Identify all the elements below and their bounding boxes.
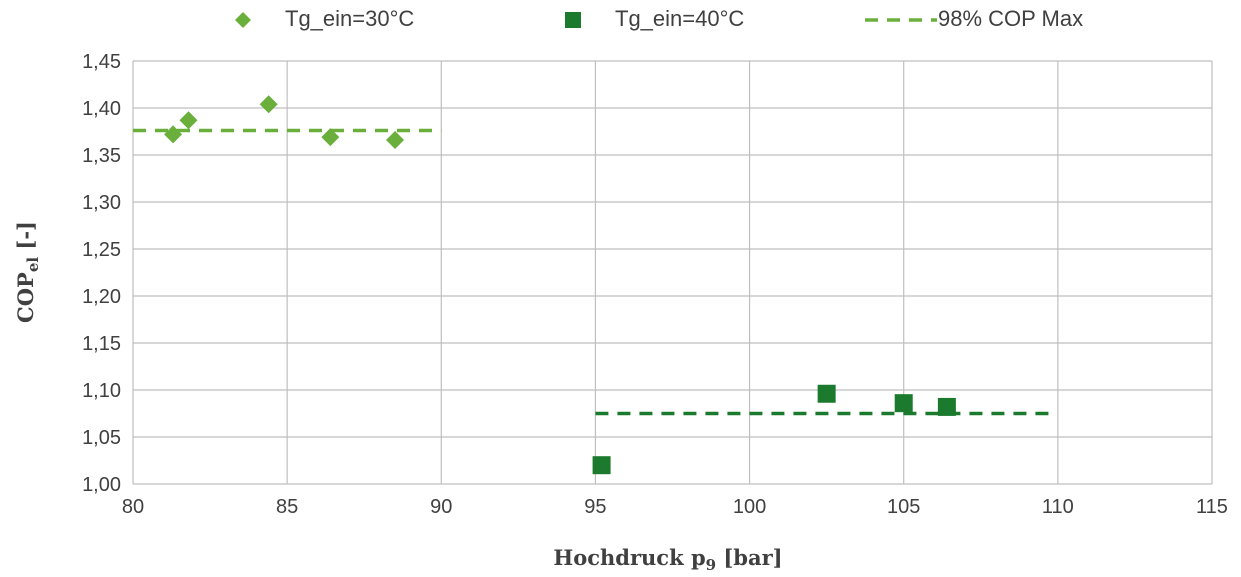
y-tick-label: 1,40: [82, 98, 121, 120]
data-point-square: [817, 384, 836, 403]
y-tick-label: 1,30: [82, 192, 121, 214]
y-tick-label: 1,00: [82, 474, 121, 496]
y-tick-label: 1,20: [82, 286, 121, 308]
y-tick-labels: 1,00 1,05 1,10 1,15 1,20 1,25 1,30 1,35 1,40 1,45: [82, 51, 121, 496]
y-axis-title-main: COP: [13, 272, 38, 323]
data-point-square: [937, 397, 956, 416]
x-tick-label: 105: [887, 496, 920, 518]
x-axis-title-subscript: 9: [706, 556, 716, 574]
legend-label-series-1: Tg_ein=30°C: [285, 6, 414, 31]
x-tick-label: 80: [122, 496, 144, 518]
y-tick-label: 1,45: [82, 51, 121, 73]
y-tick-label: 1,10: [82, 380, 121, 402]
y-tick-label: 1,25: [82, 239, 121, 261]
y-tick-label: 1,15: [82, 333, 121, 355]
x-tick-label: 100: [733, 496, 766, 518]
y-axis-title: COPel [-]: [13, 221, 42, 323]
x-tick-label: 85: [276, 496, 298, 518]
x-tick-label: 95: [584, 496, 606, 518]
data-point-square: [592, 456, 611, 475]
legend-marker-diamond: [235, 12, 251, 28]
y-tick-label: 1,05: [82, 427, 121, 449]
data-point-square: [894, 394, 913, 413]
x-tick-label: 115: [1196, 496, 1228, 518]
x-tick-label: 110: [1042, 496, 1074, 518]
x-tick-label: 90: [430, 496, 452, 518]
reference-lines: [133, 128, 1049, 416]
data-point-diamond: [386, 130, 405, 149]
legend-label-series-2: Tg_ein=40°C: [615, 6, 744, 31]
legend-label-reference: 98% COP Max: [938, 6, 1083, 31]
data-point-diamond: [179, 111, 198, 130]
y-axis-title-subscript: el: [24, 257, 42, 273]
y-axis-title-tail: [-]: [13, 221, 38, 257]
data-point-diamond: [259, 95, 278, 114]
x-axis-title-main: Hochdruck p: [553, 545, 705, 570]
x-tick-labels: 80 85 90 95 100 105 110 115: [122, 496, 1228, 518]
x-axis-title: Hochdruck p9 [bar]: [553, 545, 782, 574]
x-axis-title-tail: [bar]: [716, 545, 783, 570]
y-tick-label: 1,35: [82, 145, 121, 167]
legend-marker-square: [565, 12, 581, 28]
grid: [132, 60, 1213, 485]
data-points: [164, 95, 956, 475]
data-point-diamond: [321, 128, 340, 147]
data-point-diamond: [164, 125, 183, 144]
legend: Tg_ein=30°C Tg_ein=40°C 98% COP Max: [235, 6, 1083, 31]
